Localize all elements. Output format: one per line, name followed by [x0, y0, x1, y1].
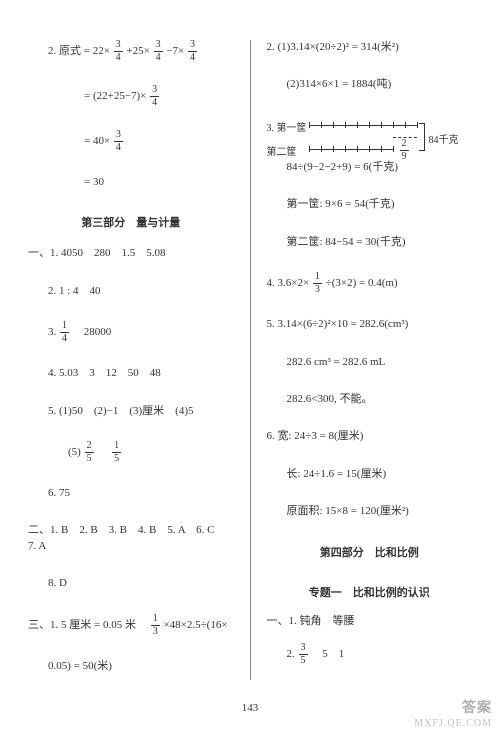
- r-9: 282.6 cm³ = 282.6 mL: [267, 355, 473, 370]
- r-13: 原面积: 15×8 = 120(厘米²): [267, 504, 473, 519]
- text: 28000: [73, 326, 112, 338]
- r-12: 长: 24÷1.6 = 15(厘米): [267, 467, 473, 482]
- fraction-1-3: 13: [151, 614, 160, 637]
- fraction-2-5: 25: [85, 441, 94, 464]
- er-1: 二、1. B 2. B 3. B 4. B 5. A 6. C 7. A: [28, 523, 234, 554]
- r-2: (2)314×6×1 = 1884(吨): [267, 77, 473, 92]
- er-2: 8. D: [28, 576, 234, 591]
- diagram-total: 84千克: [429, 131, 459, 146]
- text: (5): [68, 446, 81, 458]
- page: 2. 原式 = 22× 34 +25× 34 −7× 34 = (22+25−7…: [0, 0, 500, 700]
- text: 4. 3.6×2×: [267, 277, 310, 289]
- section-4-title: 第四部分 比和比例: [267, 544, 473, 560]
- fraction-3-4: 34: [188, 40, 197, 63]
- r-1: 2. (1)3.14×(20÷2)² = 314(米²): [267, 40, 473, 55]
- yi-4: 4. 5.03 3 12 50 48: [28, 366, 234, 381]
- text: +25×: [126, 45, 149, 57]
- fraction-1-4: 14: [60, 321, 69, 344]
- left-column: 2. 原式 = 22× 34 +25× 34 −7× 34 = (22+25−7…: [28, 40, 248, 680]
- r-11: 6. 宽: 24÷3 = 8(厘米): [267, 429, 473, 444]
- ryi-1: 一、1. 钝角 等腰: [267, 614, 473, 629]
- text: = 30: [84, 176, 104, 188]
- topic-1-title: 专题一 比和比例的认识: [267, 584, 473, 600]
- watermark-line1: 答案: [414, 701, 492, 718]
- yi-3: 3. 14 28000: [28, 321, 234, 344]
- expr-line-4: = 30: [28, 175, 234, 190]
- text: −7×: [166, 45, 184, 57]
- yi-5b: (5) 25 15: [28, 441, 234, 464]
- r-4: 84÷(9−2−2+9) = 6(千克): [267, 160, 473, 175]
- ryi-2: 2. 35 5 1: [267, 643, 473, 666]
- yi-1: 一、1. 4050 280 1.5 5.08: [28, 246, 234, 261]
- r-8: 5. 3.14×(6÷2)²×10 = 282.6(cm³): [267, 317, 473, 332]
- section-3-title: 第三部分 量与计量: [28, 214, 234, 230]
- watermark: 答案 MXFJ.QE.COM: [414, 701, 492, 730]
- yi-6: 6. 75: [28, 486, 234, 501]
- watermark-line2: MXFJ.QE.COM: [414, 718, 492, 730]
- r-6: 第二筐: 84−54 = 30(千克): [267, 235, 473, 250]
- expr-line-3: = 40× 34: [28, 130, 234, 153]
- fraction-3-5: 35: [299, 643, 308, 666]
- text: ×48×2.5÷(16×: [163, 619, 227, 631]
- text: 5 1: [311, 648, 344, 660]
- text: = (22+25−7)×: [84, 90, 146, 102]
- text: 2.: [287, 648, 298, 660]
- san-1: 三、1. 5 厘米 = 0.05 米 13 ×48×2.5÷(16×: [28, 614, 234, 637]
- diagram-fraction: 29: [399, 139, 410, 162]
- seg-top: [309, 125, 417, 126]
- expr-line-1: 2. 原式 = 22× 34 +25× 34 −7× 34: [28, 40, 234, 63]
- r-5: 第一筐: 9×6 = 54(千克): [267, 197, 473, 212]
- text: 三、1. 5 厘米 = 0.05 米: [28, 619, 147, 631]
- fraction-3-4: 34: [154, 40, 163, 63]
- text: 3.: [48, 326, 59, 338]
- yi-2: 2. 1 : 4 40: [28, 284, 234, 299]
- text: 2. 原式 = 22×: [48, 45, 110, 57]
- right-column: 2. (1)3.14×(20÷2)² = 314(米²) (2)314×6×1 …: [253, 40, 473, 680]
- fraction-3-4: 34: [150, 85, 159, 108]
- fraction-3-4: 34: [114, 130, 123, 153]
- text: [97, 446, 108, 458]
- diagram-label-1: 3. 第一筐: [267, 119, 307, 134]
- column-divider: [250, 40, 251, 680]
- fraction-1-5: 15: [112, 441, 121, 464]
- text: ÷(3×2) = 0.4(m): [326, 277, 398, 289]
- brace-icon: [419, 123, 425, 151]
- text: = 40×: [84, 135, 110, 147]
- basket-diagram: 3. 第一筐 第二筐: [267, 117, 473, 150]
- diagram-label-2: 第二筐: [267, 143, 297, 158]
- expr-line-2: = (22+25−7)× 34: [28, 85, 234, 108]
- fraction-1-3: 13: [313, 272, 322, 295]
- san-2: 0.05) = 50(米): [28, 659, 234, 674]
- r-10: 282.6<300, 不能。: [267, 392, 473, 407]
- yi-5: 5. (1)50 (2)−1 (3)厘米 (4)5: [28, 404, 234, 419]
- fraction-3-4: 34: [114, 40, 123, 63]
- r-7: 4. 3.6×2× 13 ÷(3×2) = 0.4(m): [267, 272, 473, 295]
